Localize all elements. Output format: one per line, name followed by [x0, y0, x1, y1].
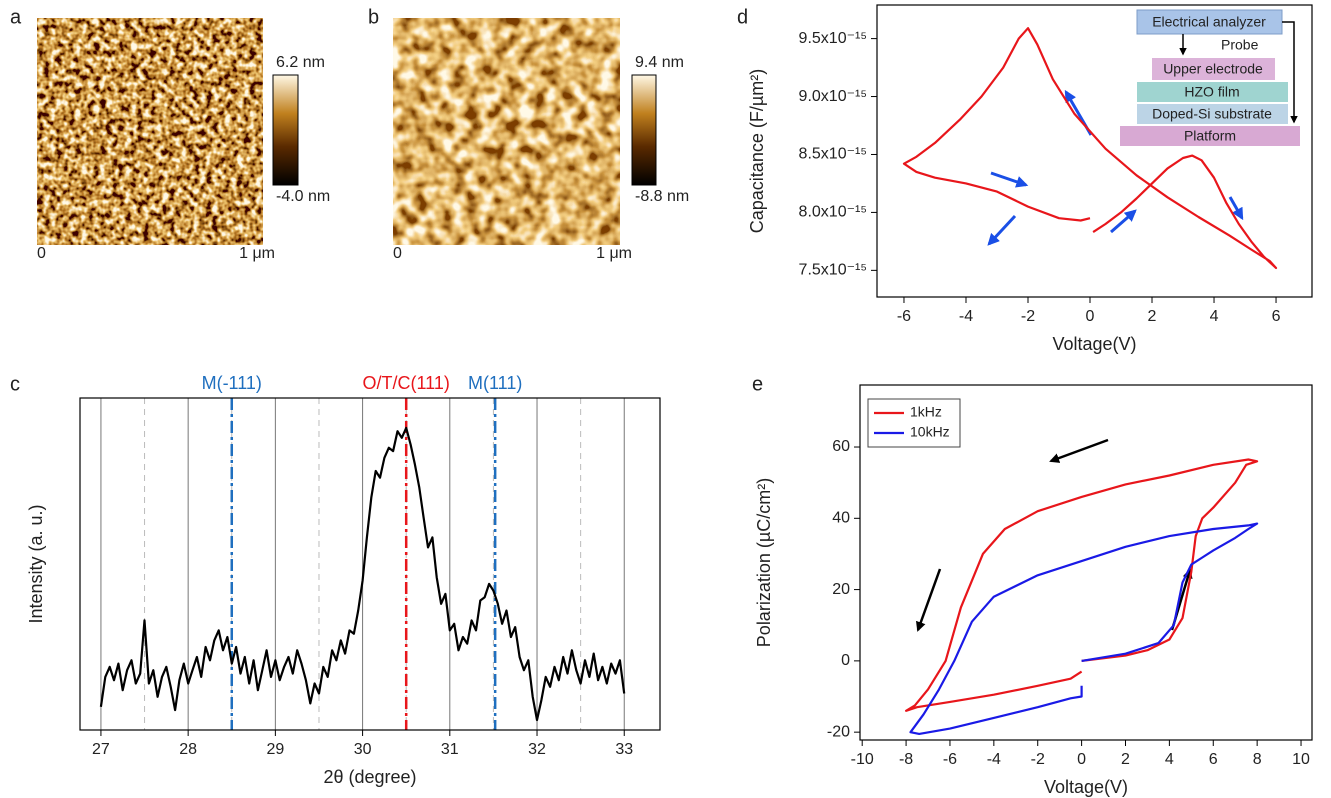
x-start: 0 — [393, 245, 402, 262]
y-axis-title: Capacitance (F/µm²) — [747, 69, 767, 233]
arrow — [1110, 209, 1137, 234]
x-axis-title: Voltage(V) — [1044, 777, 1128, 797]
x-tick-label: -2 — [1031, 751, 1045, 768]
y-tick-label: 40 — [832, 510, 850, 527]
x-tick-label: 0 — [1086, 308, 1095, 325]
y-axis-title: Polarization (µC/cm²) — [754, 478, 774, 647]
afm-image — [393, 18, 620, 245]
y-tick-label: 9.0x10⁻¹⁵ — [799, 88, 867, 105]
x-tick-label: -8 — [899, 751, 913, 768]
plot-frame — [79, 397, 661, 731]
x-tick-label: 33 — [615, 741, 633, 758]
x-tick-label: 4 — [1165, 751, 1174, 768]
x-tick-label: 8 — [1253, 751, 1262, 768]
inset-text: Electrical analyzer — [1152, 14, 1266, 30]
reference-label: O/T/C(111) — [363, 373, 450, 393]
y-tick-label: 8.0x10⁻¹⁵ — [799, 204, 867, 221]
y-axis-title: Intensity (a. u.) — [26, 504, 46, 623]
reference-label: M(-111) — [202, 373, 262, 393]
x-tick-label: 2 — [1121, 751, 1130, 768]
inset-box — [1136, 9, 1283, 35]
x-tick-label: 31 — [441, 741, 459, 758]
arrow — [987, 214, 1017, 246]
x-end: 1 μm — [596, 245, 632, 262]
legend-label: 10kHz — [910, 424, 950, 440]
x-tick-label: 32 — [528, 741, 546, 758]
data-line — [902, 27, 1278, 270]
legend-label: 1kHz — [910, 404, 942, 420]
x-tick-label: -2 — [1021, 308, 1035, 325]
y-tick-label: 7.5x10⁻¹⁵ — [799, 262, 867, 279]
x-tick-label: 10 — [1292, 751, 1310, 768]
y-tick-label: 60 — [832, 438, 850, 455]
panel-label: c — [10, 373, 20, 395]
data-line — [905, 458, 1259, 712]
plot-frame — [876, 4, 1313, 298]
inset-box — [1152, 58, 1275, 80]
x-tick-label: 27 — [92, 741, 110, 758]
x-axis-title: Voltage(V) — [1052, 334, 1136, 354]
x-tick-label: 0 — [1077, 751, 1086, 768]
legend-box — [867, 398, 961, 448]
data-line — [909, 522, 1259, 735]
x-tick-label: 29 — [266, 741, 284, 758]
x-start: 0 — [37, 245, 46, 262]
x-tick-label: -6 — [943, 751, 957, 768]
scale-min: -4.0 nm — [276, 188, 330, 205]
color-bar — [631, 74, 657, 186]
inset-text: HZO film — [1184, 84, 1239, 100]
color-bar — [272, 74, 299, 186]
inset: Electrical analyzer Probe Upper electrod… — [1120, 9, 1300, 146]
arrow — [1228, 196, 1244, 221]
x-tick-label: -4 — [959, 308, 973, 325]
x-tick-label: 4 — [1210, 308, 1219, 325]
y-tick-label: 20 — [832, 581, 850, 598]
inset-text: Probe — [1221, 37, 1259, 53]
inset-box — [1137, 104, 1288, 124]
panel-label: b — [368, 6, 379, 28]
data-line — [99, 426, 626, 722]
arrow — [1049, 438, 1109, 463]
x-tick-label: 28 — [179, 741, 197, 758]
y-tick-label: -20 — [827, 723, 850, 740]
x-tick-label: 6 — [1209, 751, 1218, 768]
x-tick-label: 30 — [354, 741, 372, 758]
y-tick-label: 8.5x10⁻¹⁵ — [799, 146, 867, 163]
x-tick-label: -10 — [851, 751, 874, 768]
arrow — [916, 568, 942, 632]
scale-max: 6.2 nm — [276, 54, 325, 71]
scale-max: 9.4 nm — [635, 54, 684, 71]
x-tick-label: 2 — [1148, 308, 1157, 325]
panel-label: e — [752, 373, 763, 395]
inset-text: Doped-Si substrate — [1152, 106, 1272, 122]
plot-frame — [859, 384, 1313, 741]
afm-image — [37, 18, 263, 245]
y-tick-label: 9.5x10⁻¹⁵ — [799, 30, 867, 47]
inset-arrow — [1282, 21, 1298, 124]
scale-min: -8.8 nm — [635, 188, 689, 205]
arrow — [990, 171, 1029, 188]
x-axis-title: 2θ (degree) — [323, 767, 416, 787]
x-end: 1 μm — [239, 245, 275, 262]
panel-label: a — [10, 6, 22, 28]
x-tick-label: -4 — [987, 751, 1001, 768]
x-tick-label: 6 — [1272, 308, 1281, 325]
panel-label: d — [737, 6, 748, 28]
inset-box — [1120, 126, 1300, 146]
y-tick-label: 0 — [841, 652, 850, 669]
reference-label: M(111) — [468, 373, 522, 393]
inset-text: Platform — [1184, 128, 1236, 144]
x-tick-label: -6 — [897, 308, 911, 325]
inset-text: Upper electrode — [1163, 61, 1263, 77]
inset-box — [1137, 82, 1288, 102]
